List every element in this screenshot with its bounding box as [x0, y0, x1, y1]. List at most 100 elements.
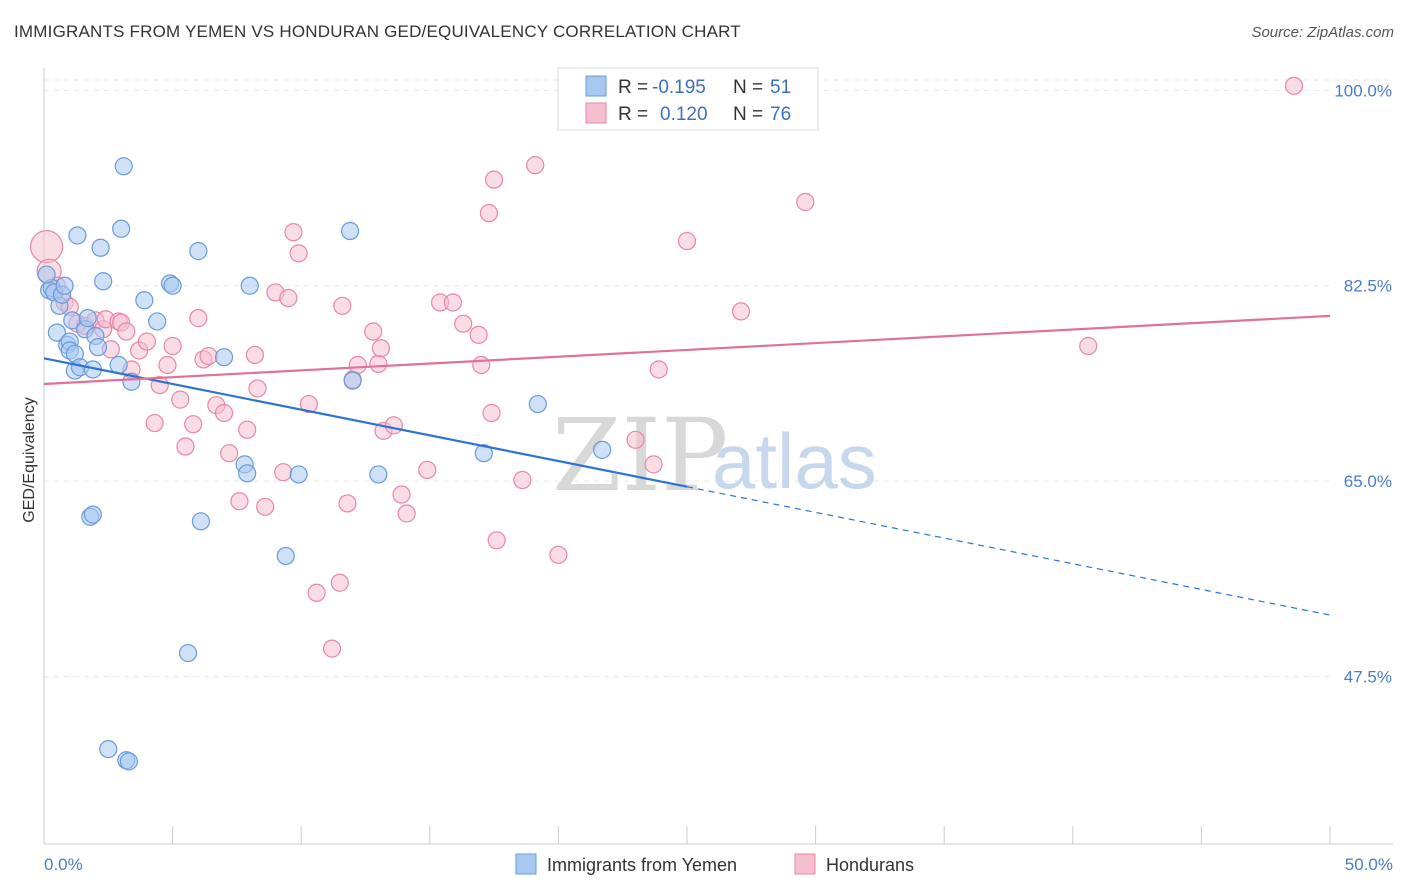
point-hondurans: [371, 339, 391, 358]
point-hondurans: [626, 430, 645, 449]
point-yemen: [593, 440, 612, 459]
point-hondurans: [397, 504, 416, 523]
point-hondurans: [256, 497, 275, 516]
point-hondurans: [472, 355, 491, 375]
point-hondurans: [137, 332, 156, 351]
point-hondurans: [443, 293, 463, 312]
bottom-legend-swatch-hondurans: [794, 853, 816, 875]
point-hondurans: [644, 455, 663, 474]
point-hondurans: [220, 444, 239, 463]
point-hondurans: [117, 322, 136, 341]
point-hondurans: [384, 416, 403, 435]
point-hondurans: [364, 322, 383, 341]
point-hondurans: [289, 244, 308, 263]
point-hondurans: [485, 170, 504, 189]
trend-line-hondurans: [43, 314, 1331, 386]
gridlines: [44, 79, 1393, 678]
axes: [43, 68, 1393, 845]
point-hondurans: [482, 403, 501, 423]
point-hondurans: [513, 470, 532, 490]
point-hondurans: [29, 230, 64, 264]
legend-n-value-hondurans: 76: [770, 104, 791, 125]
point-hondurans: [299, 394, 319, 414]
x-tick-labels: 0.0% 50.0%: [44, 855, 1393, 874]
y-tick-labels: 100.0% 82.5% 65.0% 47.5%: [1334, 81, 1392, 686]
point-hondurans: [796, 192, 815, 212]
point-hondurans: [649, 360, 668, 379]
point-hondurans: [1284, 76, 1304, 95]
data-points: [29, 76, 1304, 771]
point-hondurans: [526, 156, 545, 175]
point-hondurans: [322, 639, 342, 658]
point-yemen: [37, 265, 56, 284]
point-yemen: [178, 643, 198, 663]
point-yemen: [191, 512, 210, 531]
point-hondurans: [199, 346, 218, 366]
point-hondurans: [479, 204, 499, 223]
y-tick-label: 100.0%: [1334, 81, 1392, 100]
watermark-zip: ZIP: [552, 397, 728, 514]
legend-r-label: R =: [618, 104, 648, 125]
point-hondurans: [469, 325, 488, 344]
legend-r-value-hondurans: 0.120: [660, 104, 708, 125]
point-yemen: [289, 465, 308, 484]
point-hondurans: [338, 494, 357, 513]
point-hondurans: [1079, 336, 1098, 356]
point-yemen: [528, 394, 547, 414]
point-hondurans: [731, 302, 751, 321]
trend-line-yemen-extension: [686, 486, 1331, 616]
legend-r-label: R =: [618, 77, 648, 98]
point-hondurans: [418, 460, 437, 480]
point-hondurans: [369, 354, 388, 373]
point-hondurans: [184, 415, 203, 434]
point-hondurans: [245, 345, 265, 365]
chart-title: IMMIGRANTS FROM YEMEN VS HONDURAN GED/EQ…: [14, 22, 741, 41]
point-yemen: [276, 546, 295, 566]
legend-box: R = -0.195 N = 51 R = 0.120 N = 76: [557, 67, 819, 131]
point-yemen: [83, 505, 102, 524]
point-yemen: [119, 752, 138, 771]
point-hondurans: [238, 420, 257, 439]
point-hondurans: [176, 437, 195, 456]
trend-lines: [43, 314, 1331, 616]
point-hondurans: [549, 545, 568, 564]
point-hondurans: [274, 463, 293, 482]
point-yemen: [474, 444, 493, 463]
point-yemen: [91, 238, 110, 257]
point-hondurans: [163, 336, 182, 356]
bottom-legend-label-yemen: Immigrants from Yemen: [547, 855, 737, 875]
point-hondurans: [248, 379, 267, 398]
legend-swatch-yemen: [585, 75, 607, 97]
point-yemen: [340, 221, 360, 241]
point-yemen: [135, 291, 154, 310]
point-hondurans: [284, 223, 303, 242]
x-tick-label: 50.0%: [1345, 855, 1393, 874]
point-yemen: [78, 309, 97, 328]
y-tick-label: 47.5%: [1344, 668, 1392, 687]
point-yemen: [343, 371, 362, 390]
y-tick-label: 65.0%: [1344, 472, 1392, 491]
point-hondurans: [454, 314, 473, 333]
point-hondurans: [189, 309, 208, 328]
point-hondurans: [279, 288, 298, 308]
point-yemen: [99, 739, 118, 759]
y-axis-title: GED/Equivalency: [21, 397, 38, 522]
trend-line-yemen: [43, 357, 688, 488]
point-hondurans: [158, 355, 177, 375]
point-yemen: [68, 226, 87, 245]
point-yemen: [47, 323, 66, 342]
legend-n-label: N =: [733, 104, 763, 125]
bottom-legend: Immigrants from Yemen Hondurans: [515, 853, 914, 875]
y-tick-label: 82.5%: [1344, 277, 1392, 296]
bottom-legend-swatch-yemen: [515, 853, 537, 875]
point-hondurans: [333, 296, 352, 315]
watermark: ZIP atlas: [552, 397, 877, 514]
point-hondurans: [230, 492, 249, 511]
point-yemen: [214, 348, 234, 367]
point-yemen: [369, 465, 388, 484]
point-hondurans: [487, 531, 506, 550]
point-yemen: [114, 157, 133, 176]
point-hondurans: [392, 485, 411, 504]
x-tick-label: 0.0%: [44, 855, 83, 874]
